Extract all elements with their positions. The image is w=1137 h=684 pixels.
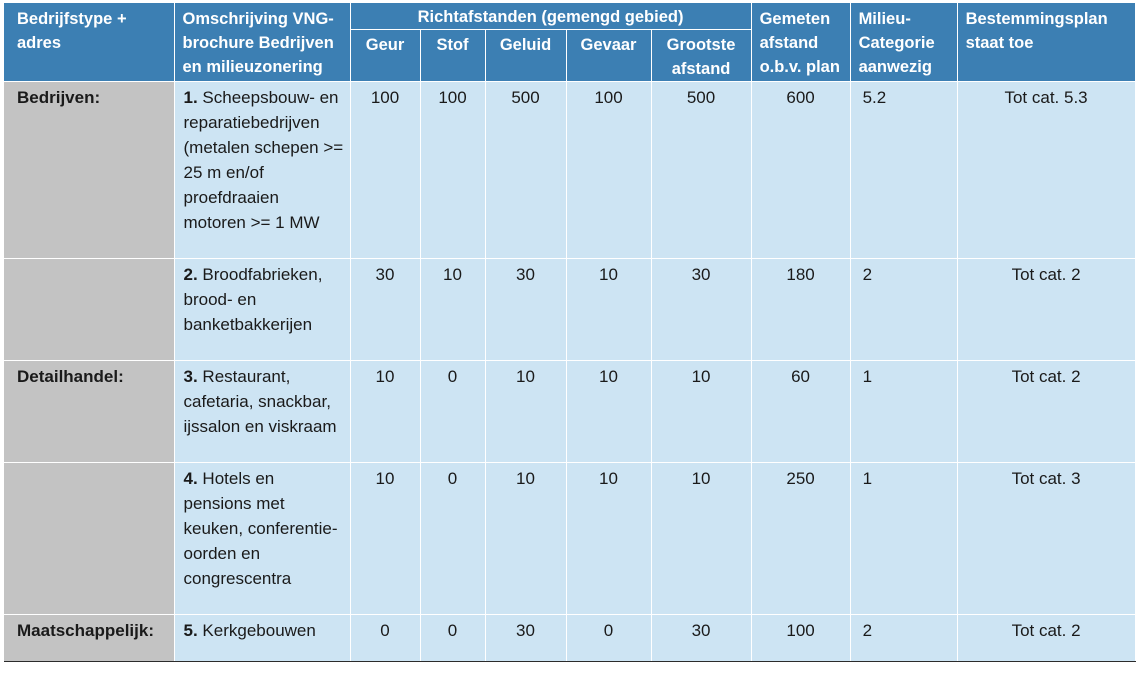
row-categorie: 5.2 xyxy=(850,81,958,259)
row-description-text: Restaurant, cafetaria, snackbar, ijssalo… xyxy=(183,367,337,436)
row-type xyxy=(4,462,175,615)
row-description-text: Hotels en pensions met keuken, conferent… xyxy=(183,469,338,588)
row-geluid: 30 xyxy=(485,258,567,361)
row-toegestaan: Tot cat. 3 xyxy=(957,462,1136,615)
row-grootste: 10 xyxy=(651,462,752,615)
row-geur: 30 xyxy=(350,258,421,361)
row-stof: 0 xyxy=(420,614,486,662)
row-grootste: 30 xyxy=(651,258,752,361)
row-gemeten: 100 xyxy=(751,614,851,662)
row-categorie: 2 xyxy=(850,614,958,662)
row-geur: 10 xyxy=(350,360,421,463)
row-geluid: 10 xyxy=(485,360,567,463)
environmental-zoning-table: Bedrijfstype + adres Omschrijving VNG-br… xyxy=(4,3,1136,662)
row-geluid: 500 xyxy=(485,81,567,259)
row-description-text: Broodfabrieken, brood- en banketbakkerij… xyxy=(183,265,323,334)
row-categorie: 2 xyxy=(850,258,958,361)
header-gemeten-afstand: Gemeten afstand o.b.v. plan xyxy=(751,3,851,82)
row-description: 5. Kerkgebouwen xyxy=(174,614,351,662)
row-grootste: 10 xyxy=(651,360,752,463)
row-geluid: 30 xyxy=(485,614,567,662)
row-gevaar: 100 xyxy=(566,81,652,259)
row-stof: 10 xyxy=(420,258,486,361)
row-type xyxy=(4,258,175,361)
row-categorie: 1 xyxy=(850,360,958,463)
row-stof: 0 xyxy=(420,462,486,615)
row-gevaar: 0 xyxy=(566,614,652,662)
header-bestemmingsplan: Bestemmingsplan staat toe xyxy=(957,3,1136,82)
row-toegestaan: Tot cat. 2 xyxy=(957,360,1136,463)
header-geur: Geur xyxy=(350,29,421,82)
row-number: 4. xyxy=(183,469,198,488)
row-number: 1. xyxy=(183,88,198,107)
row-categorie: 1 xyxy=(850,462,958,615)
row-gemeten: 180 xyxy=(751,258,851,361)
row-number: 3. xyxy=(183,367,198,386)
row-geur: 100 xyxy=(350,81,421,259)
row-toegestaan: Tot cat. 2 xyxy=(957,614,1136,662)
row-gevaar: 10 xyxy=(566,462,652,615)
row-grootste: 30 xyxy=(651,614,752,662)
row-type: Maatschappelijk: xyxy=(4,614,175,662)
table-row: Maatschappelijk: 5. Kerkgebouwen 0 0 30 … xyxy=(4,614,1136,662)
row-description-text: Scheepsbouw- en reparatiebedrijven (meta… xyxy=(183,88,344,232)
row-gevaar: 10 xyxy=(566,360,652,463)
row-description: 4. Hotels en pensions met keuken, confer… xyxy=(174,462,351,615)
row-type: Detailhandel: xyxy=(4,360,175,463)
row-stof: 0 xyxy=(420,360,486,463)
row-number: 5. xyxy=(183,621,198,640)
table-row: Bedrijven: 1. Scheepsbouw- en reparatieb… xyxy=(4,81,1136,259)
row-stof: 100 xyxy=(420,81,486,259)
header-omschrijving: Omschrijving VNG-brochure Bedrijven en m… xyxy=(174,3,351,82)
header-grootste-afstand: Grootste afstand xyxy=(651,29,752,82)
header-geluid: Geluid xyxy=(485,29,567,82)
table-row: 4. Hotels en pensions met keuken, confer… xyxy=(4,462,1136,615)
row-gemeten: 600 xyxy=(751,81,851,259)
row-geur: 0 xyxy=(350,614,421,662)
table-body: Bedrijven: 1. Scheepsbouw- en reparatieb… xyxy=(4,81,1136,662)
header-richtafstanden: Richtafstanden (gemengd gebied) xyxy=(350,3,752,30)
row-geluid: 10 xyxy=(485,462,567,615)
row-gemeten: 250 xyxy=(751,462,851,615)
header-gevaar: Gevaar xyxy=(566,29,652,82)
row-grootste: 500 xyxy=(651,81,752,259)
row-gemeten: 60 xyxy=(751,360,851,463)
table-header: Bedrijfstype + adres Omschrijving VNG-br… xyxy=(4,3,1136,82)
row-description: 1. Scheepsbouw- en reparatiebedrijven (m… xyxy=(174,81,351,259)
header-stof: Stof xyxy=(420,29,486,82)
table-row: Detailhandel: 3. Restaurant, cafetaria, … xyxy=(4,360,1136,463)
row-toegestaan: Tot cat. 5.3 xyxy=(957,81,1136,259)
row-gevaar: 10 xyxy=(566,258,652,361)
table-row: 2. Broodfabrieken, brood- en banketbakke… xyxy=(4,258,1136,361)
header-milieu-categorie: Milieu-Categorie aanwezig xyxy=(850,3,958,82)
row-number: 2. xyxy=(183,265,198,284)
row-type: Bedrijven: xyxy=(4,81,175,259)
row-description: 2. Broodfabrieken, brood- en banketbakke… xyxy=(174,258,351,361)
row-description-text: Kerkgebouwen xyxy=(202,621,316,640)
row-description: 3. Restaurant, cafetaria, snackbar, ijss… xyxy=(174,360,351,463)
header-bedrijfstype: Bedrijfstype + adres xyxy=(4,3,175,82)
row-toegestaan: Tot cat. 2 xyxy=(957,258,1136,361)
row-geur: 10 xyxy=(350,462,421,615)
